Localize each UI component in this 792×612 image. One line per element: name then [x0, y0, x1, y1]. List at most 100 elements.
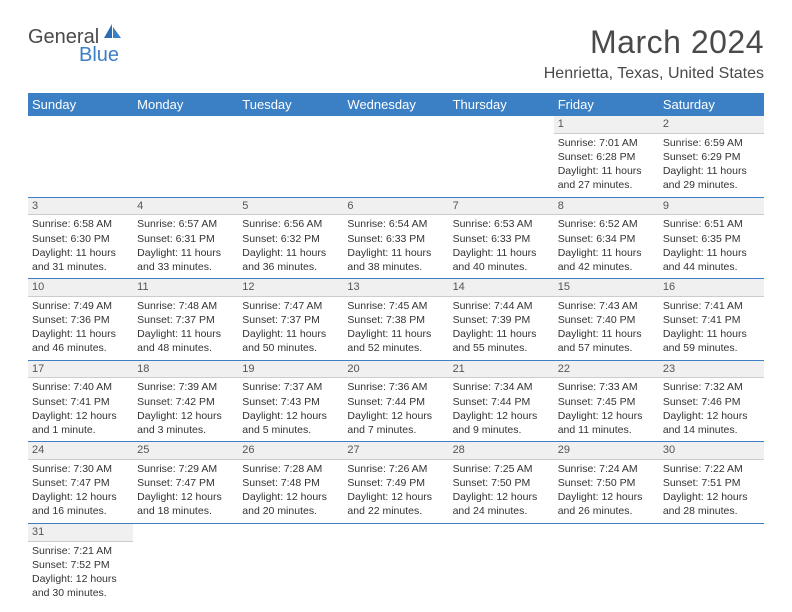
- daylight-text: and 57 minutes.: [558, 341, 655, 355]
- day-number: 28: [449, 442, 554, 460]
- daylight-text: and 44 minutes.: [663, 260, 760, 274]
- sunrise-text: Sunrise: 6:51 AM: [663, 217, 760, 231]
- sunset-text: Sunset: 7:42 PM: [137, 395, 234, 409]
- daylight-text: and 52 minutes.: [347, 341, 444, 355]
- day-info: Sunrise: 7:43 AMSunset: 7:40 PMDaylight:…: [558, 299, 655, 356]
- daylight-text: and 20 minutes.: [242, 504, 339, 518]
- calendar-day-cell: 21Sunrise: 7:34 AMSunset: 7:44 PMDayligh…: [449, 360, 554, 442]
- sunset-text: Sunset: 7:50 PM: [558, 476, 655, 490]
- logo-text-accent: Blue: [79, 44, 119, 67]
- day-info: Sunrise: 7:48 AMSunset: 7:37 PMDaylight:…: [137, 299, 234, 356]
- day-number: 19: [238, 361, 343, 379]
- daylight-text: and 55 minutes.: [453, 341, 550, 355]
- title-block: March 2024 Henrietta, Texas, United Stat…: [544, 24, 764, 83]
- day-info: Sunrise: 7:40 AMSunset: 7:41 PMDaylight:…: [32, 380, 129, 437]
- sunrise-text: Sunrise: 7:34 AM: [453, 380, 550, 394]
- calendar-day-cell: 22Sunrise: 7:33 AMSunset: 7:45 PMDayligh…: [554, 360, 659, 442]
- month-title: March 2024: [544, 24, 764, 61]
- daylight-text: and 5 minutes.: [242, 423, 339, 437]
- daylight-text: Daylight: 11 hours: [137, 246, 234, 260]
- day-info: Sunrise: 7:21 AMSunset: 7:52 PMDaylight:…: [32, 544, 129, 601]
- day-info: Sunrise: 7:25 AMSunset: 7:50 PMDaylight:…: [453, 462, 550, 519]
- day-number: 6: [343, 198, 448, 216]
- sunrise-text: Sunrise: 7:25 AM: [453, 462, 550, 476]
- calendar-table: Sunday Monday Tuesday Wednesday Thursday…: [28, 93, 764, 604]
- day-info: Sunrise: 7:34 AMSunset: 7:44 PMDaylight:…: [453, 380, 550, 437]
- daylight-text: Daylight: 11 hours: [242, 327, 339, 341]
- sunrise-text: Sunrise: 7:48 AM: [137, 299, 234, 313]
- day-number: 17: [28, 361, 133, 379]
- day-info: Sunrise: 7:01 AMSunset: 6:28 PMDaylight:…: [558, 136, 655, 193]
- day-number: 24: [28, 442, 133, 460]
- calendar-day-cell: 28 Sunrise: 7:25 AMSunset: 7:50 PMDayligh…: [449, 442, 554, 524]
- sunrise-text: Sunrise: 7:21 AM: [32, 544, 129, 558]
- day-number: 23: [659, 361, 764, 379]
- sunrise-text: Sunrise: 7:24 AM: [558, 462, 655, 476]
- calendar-day-cell: 25Sunrise: 7:29 AMSunset: 7:47 PMDayligh…: [133, 442, 238, 524]
- logo: General Blue: [28, 26, 123, 49]
- sunrise-text: Sunrise: 7:44 AM: [453, 299, 550, 313]
- weekday-header-row: Sunday Monday Tuesday Wednesday Thursday…: [28, 93, 764, 116]
- day-info: Sunrise: 7:36 AMSunset: 7:44 PMDaylight:…: [347, 380, 444, 437]
- calendar-day-cell: 3Sunrise: 6:58 AMSunset: 6:30 PMDaylight…: [28, 197, 133, 279]
- weekday-header: Monday: [133, 93, 238, 116]
- day-number: 1: [554, 116, 659, 134]
- day-info: Sunrise: 6:58 AMSunset: 6:30 PMDaylight:…: [32, 217, 129, 274]
- daylight-text: Daylight: 12 hours: [453, 490, 550, 504]
- sunset-text: Sunset: 7:37 PM: [242, 313, 339, 327]
- daylight-text: and 14 minutes.: [663, 423, 760, 437]
- calendar-day-cell: [133, 523, 238, 604]
- day-info: Sunrise: 7:24 AMSunset: 7:50 PMDaylight:…: [558, 462, 655, 519]
- daylight-text: and 3 minutes.: [137, 423, 234, 437]
- calendar-week-row: 10Sunrise: 7:49 AMSunset: 7:36 PMDayligh…: [28, 279, 764, 361]
- calendar-day-cell: [449, 116, 554, 197]
- sunset-text: Sunset: 7:47 PM: [137, 476, 234, 490]
- day-info: Sunrise: 7:30 AMSunset: 7:47 PMDaylight:…: [32, 462, 129, 519]
- sunset-text: Sunset: 7:44 PM: [453, 395, 550, 409]
- weekday-header: Sunday: [28, 93, 133, 116]
- sunrise-text: Sunrise: 7:26 AM: [347, 462, 444, 476]
- day-number: 30: [659, 442, 764, 460]
- day-number: 13: [343, 279, 448, 297]
- sunrise-text: Sunrise: 7:49 AM: [32, 299, 129, 313]
- day-info: Sunrise: 6:54 AMSunset: 6:33 PMDaylight:…: [347, 217, 444, 274]
- daylight-text: and 26 minutes.: [558, 504, 655, 518]
- calendar-day-cell: 9Sunrise: 6:51 AMSunset: 6:35 PMDaylight…: [659, 197, 764, 279]
- daylight-text: Daylight: 12 hours: [663, 409, 760, 423]
- daylight-text: and 38 minutes.: [347, 260, 444, 274]
- day-number: 31: [28, 524, 133, 542]
- calendar-day-cell: 20Sunrise: 7:36 AMSunset: 7:44 PMDayligh…: [343, 360, 448, 442]
- daylight-text: Daylight: 11 hours: [453, 246, 550, 260]
- daylight-text: Daylight: 11 hours: [32, 327, 129, 341]
- weekday-header: Wednesday: [343, 93, 448, 116]
- sunrise-text: Sunrise: 6:59 AM: [663, 136, 760, 150]
- calendar-day-cell: 19Sunrise: 7:37 AMSunset: 7:43 PMDayligh…: [238, 360, 343, 442]
- day-number: 21: [449, 361, 554, 379]
- calendar-day-cell: [28, 116, 133, 197]
- daylight-text: Daylight: 12 hours: [32, 490, 129, 504]
- calendar-day-cell: [238, 116, 343, 197]
- sunset-text: Sunset: 6:33 PM: [453, 232, 550, 246]
- daylight-text: and 7 minutes.: [347, 423, 444, 437]
- day-info: Sunrise: 7:44 AMSunset: 7:39 PMDaylight:…: [453, 299, 550, 356]
- day-info: Sunrise: 7:33 AMSunset: 7:45 PMDaylight:…: [558, 380, 655, 437]
- sunrise-text: Sunrise: 7:37 AM: [242, 380, 339, 394]
- day-info: Sunrise: 7:26 AMSunset: 7:49 PMDaylight:…: [347, 462, 444, 519]
- calendar-day-cell: 27 Sunrise: 7:26 AMSunset: 7:49 PMDayligh…: [343, 442, 448, 524]
- day-number: 4: [133, 198, 238, 216]
- sunrise-text: Sunrise: 7:30 AM: [32, 462, 129, 476]
- sunset-text: Sunset: 7:41 PM: [32, 395, 129, 409]
- calendar-day-cell: 31 Sunrise: 7:21 AMSunset: 7:52 PMDayligh…: [28, 523, 133, 604]
- calendar-day-cell: 14Sunrise: 7:44 AMSunset: 7:39 PMDayligh…: [449, 279, 554, 361]
- sunset-text: Sunset: 7:49 PM: [347, 476, 444, 490]
- day-number: 7: [449, 198, 554, 216]
- day-info: Sunrise: 7:28 AMSunset: 7:48 PMDaylight:…: [242, 462, 339, 519]
- daylight-text: Daylight: 12 hours: [137, 409, 234, 423]
- sunrise-text: Sunrise: 7:47 AM: [242, 299, 339, 313]
- sunset-text: Sunset: 6:32 PM: [242, 232, 339, 246]
- calendar-day-cell: 2Sunrise: 6:59 AMSunset: 6:29 PMDaylight…: [659, 116, 764, 197]
- calendar-day-cell: 1 Sunrise: 7:01 AMSunset: 6:28 PMDaylight…: [554, 116, 659, 197]
- sunset-text: Sunset: 7:41 PM: [663, 313, 760, 327]
- day-number: 27: [343, 442, 448, 460]
- daylight-text: Daylight: 12 hours: [347, 490, 444, 504]
